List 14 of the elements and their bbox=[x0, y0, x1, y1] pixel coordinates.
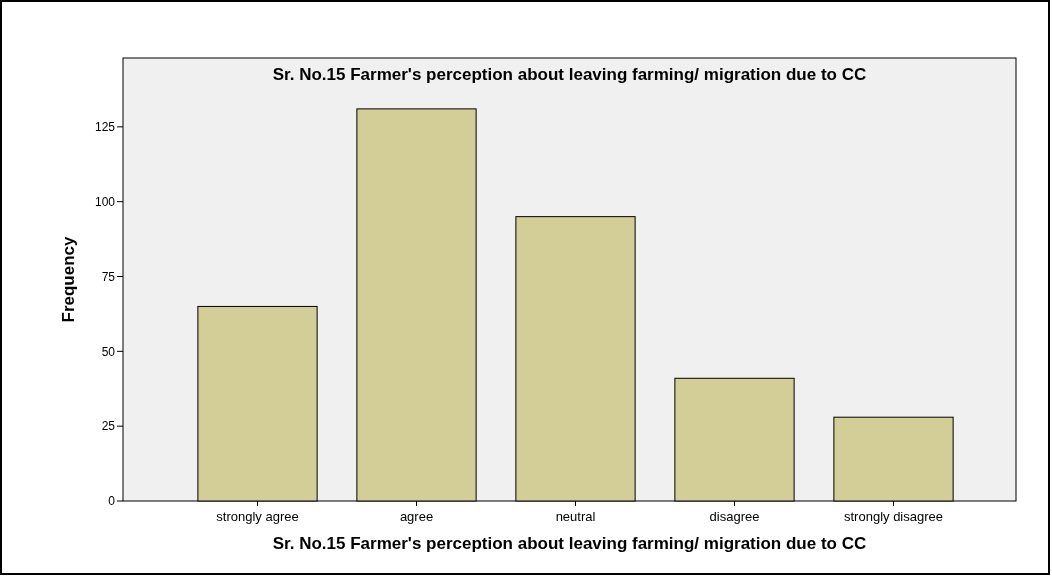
y-tick-label: 75 bbox=[101, 269, 116, 284]
x-tick-label: strongly agree bbox=[216, 509, 299, 524]
y-tick-label: 0 bbox=[108, 494, 116, 509]
x-axis-title: Sr. No.15 Farmer's perception about leaving farming/ migration due to CC bbox=[272, 534, 867, 553]
x-tick-label: agree bbox=[399, 509, 434, 524]
y-tick-label: 125 bbox=[94, 120, 116, 135]
y-tick-label: 50 bbox=[101, 344, 116, 359]
y-tick-label: 25 bbox=[101, 419, 116, 434]
chart-title: Sr. No.15 Farmer's perception about leaving farming/ migration due to CC bbox=[272, 65, 867, 84]
y-axis-title: Frequency bbox=[59, 235, 78, 323]
x-tick-label: neutral bbox=[555, 509, 596, 524]
x-tick-label: strongly disagree bbox=[844, 509, 943, 524]
x-tick-label: disagree bbox=[709, 509, 760, 524]
y-tick-label: 100 bbox=[94, 194, 116, 209]
